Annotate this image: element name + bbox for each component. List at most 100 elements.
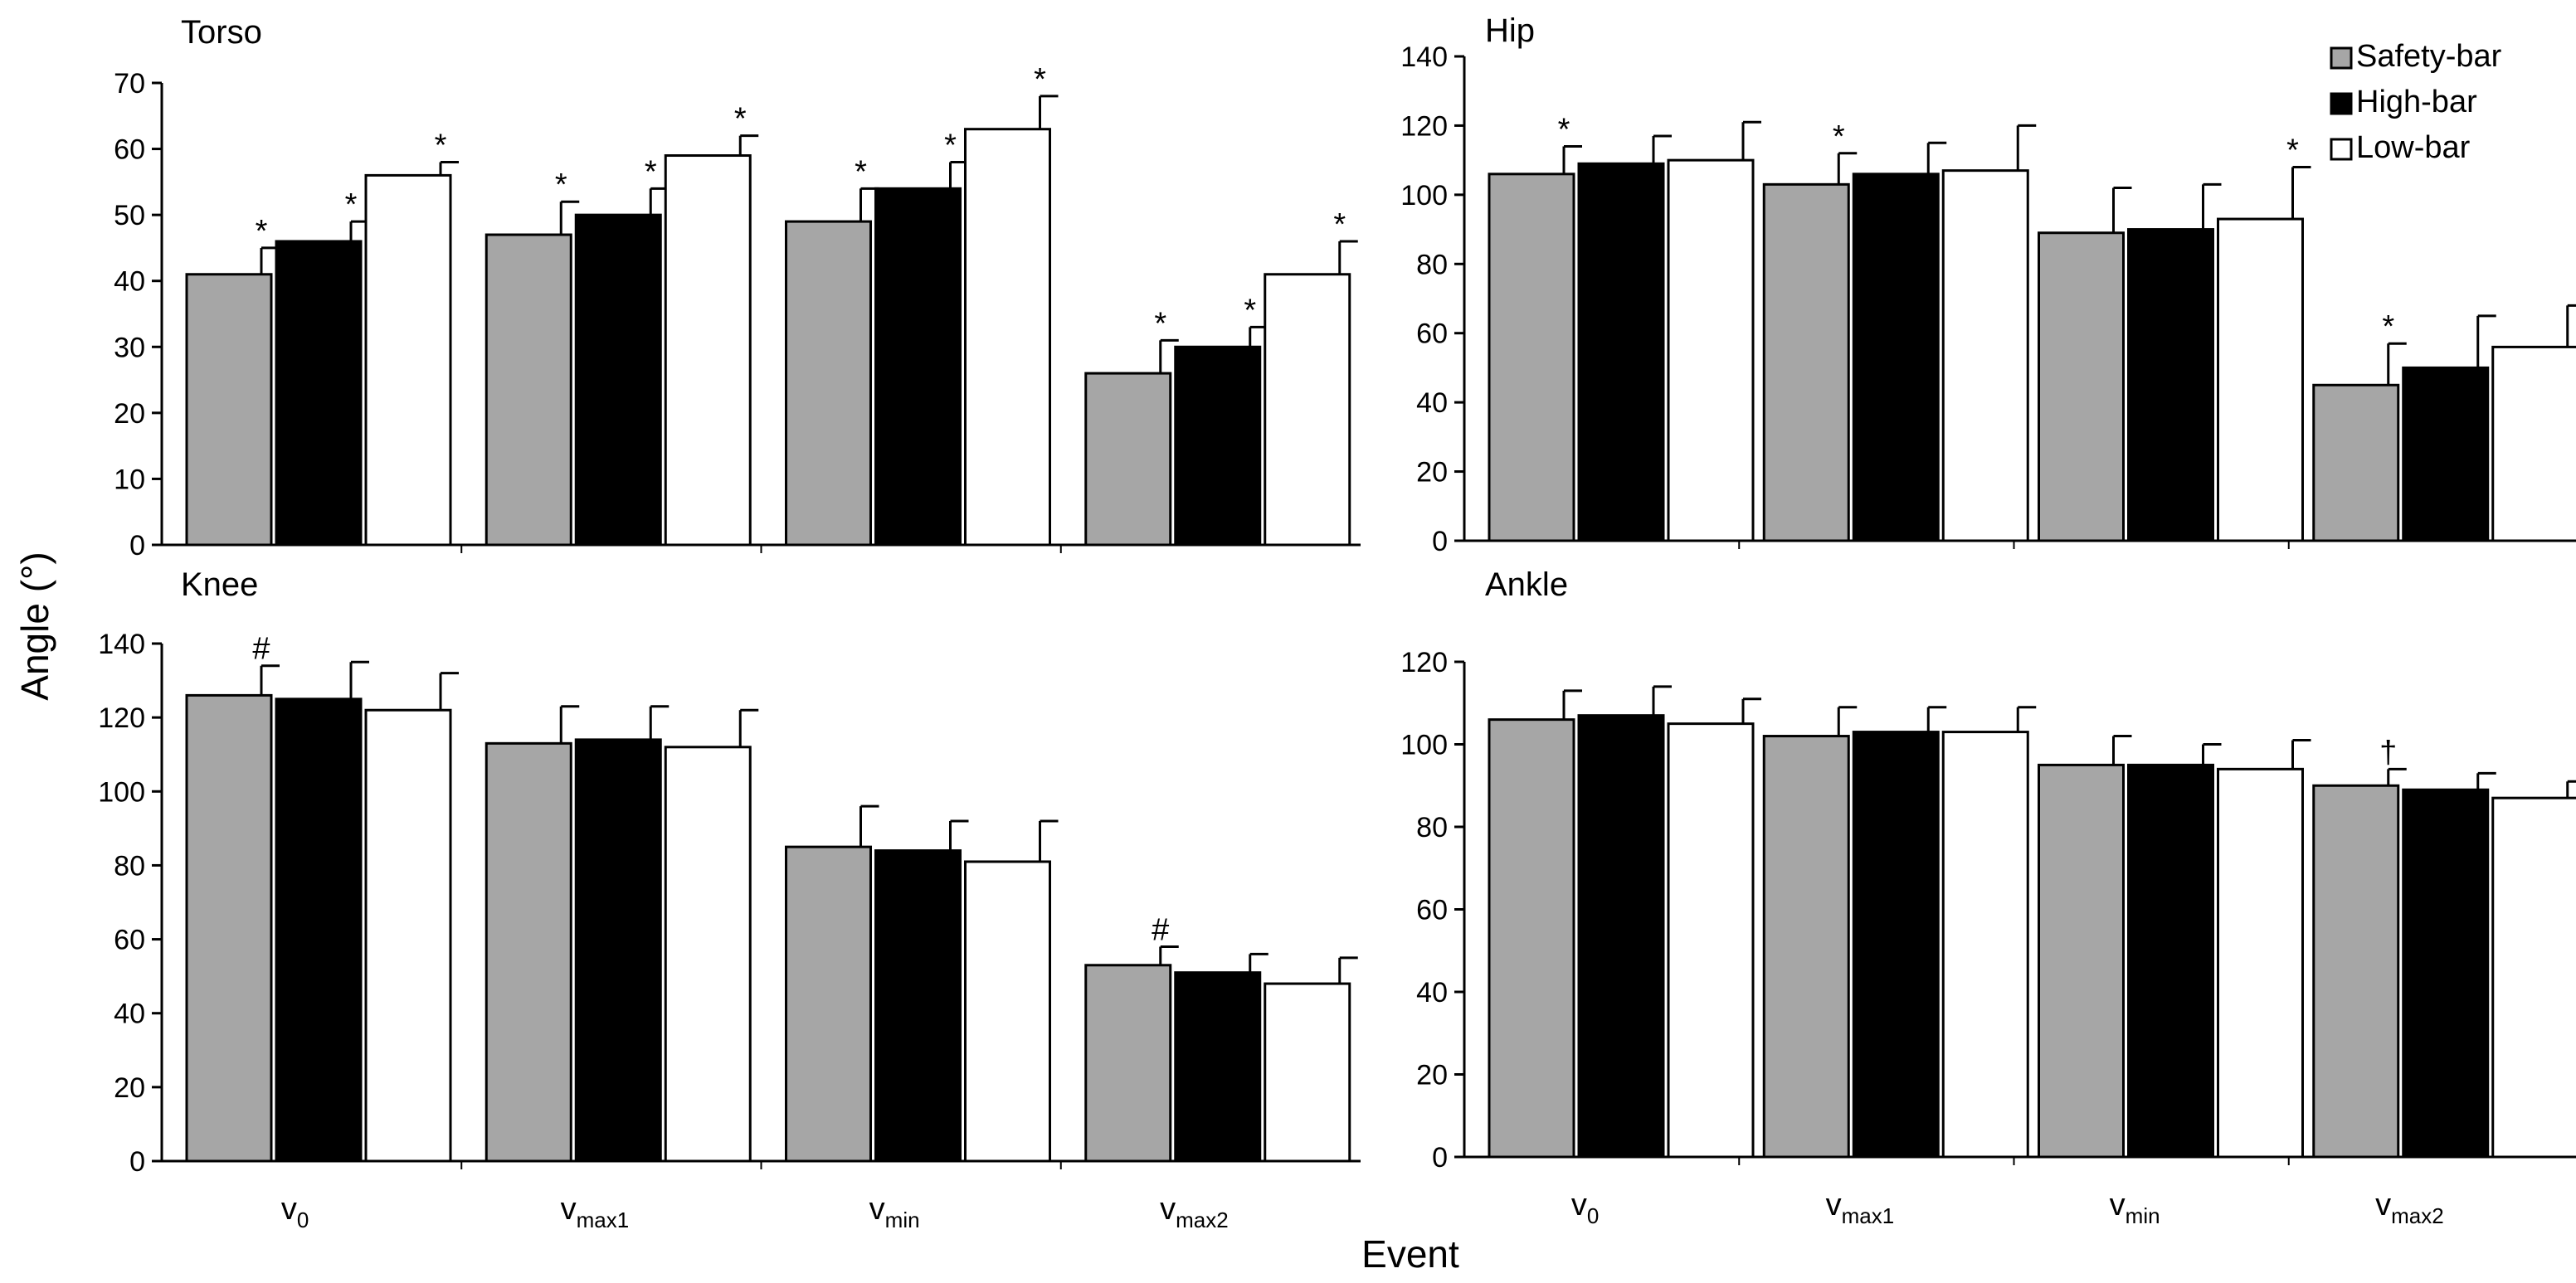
hip-y-tick-label: 100 [1400,180,1448,211]
knee-low-bar-bar [964,860,1051,1163]
torso-high-bar-bar [574,213,662,547]
knee-high-bar-bar [874,849,962,1163]
torso-significance-mark: * [855,154,867,189]
ankle-significance-mark: † [2379,735,2397,770]
ankle-y-tick-label: 0 [1432,1142,1448,1174]
torso-safety-bar-bar [485,233,572,547]
safety-bar-legend-label: Safety-bar [2356,39,2502,74]
hip-significance-mark: * [1558,112,1570,147]
hip-y-tick-label: 40 [1416,387,1448,419]
torso-panel-title: Torso [181,14,262,51]
ankle-high-bar-bar [1852,731,1940,1159]
hip-safety-bar-bar [1762,182,1850,542]
hip-y-tick-label: 60 [1416,318,1448,350]
safety-bar-legend-swatch [2330,46,2353,70]
ankle-high-bar-bar [2402,788,2490,1159]
torso-safety-bar-bar [185,273,273,547]
torso-significance-mark: * [1154,306,1166,341]
ankle-y-tick-label: 60 [1416,895,1448,926]
knee-category-label: v0 [281,1192,309,1232]
hip-significance-mark: * [2382,309,2394,344]
ankle-safety-bar-bar [2312,784,2400,1159]
hip-high-bar-bar [2127,228,2214,542]
torso-y-tick-label: 40 [114,266,145,298]
ankle-high-bar-bar [1577,714,1665,1159]
hip-safety-bar-bar [2312,383,2400,542]
knee-high-bar-bar [275,697,363,1163]
hip-y-tick-label: 80 [1416,249,1448,280]
ankle-safety-bar-bar [2038,763,2125,1159]
knee-high-bar-bar [574,738,662,1163]
low-bar-legend-swatch [2330,138,2353,161]
panel-ankle: Ankle 0 20 40 60 80 100 120 v0 vmax1 vmin † vmax2 [1400,566,2576,1228]
x-axis-title: Event [1361,1232,1459,1276]
hip-high-bar-bar [1852,173,1940,542]
torso-y-tick-label: 60 [114,134,145,166]
torso-y-tick-label: 10 [114,464,145,495]
torso-y-tick-label: 30 [114,332,145,363]
knee-high-bar-bar [1174,971,1262,1163]
ankle-category-label: vmax2 [2375,1188,2444,1228]
ankle-low-bar-bar [1941,731,2029,1159]
hip-safety-bar-bar [2038,231,2125,542]
hip-y-tick-label: 140 [1400,41,1448,73]
torso-low-bar-bar [1264,273,1351,547]
torso-safety-bar-bar [785,220,872,547]
knee-low-bar-bar [364,708,452,1163]
torso-significance-mark: * [345,187,358,222]
knee-y-tick-label: 60 [114,925,145,956]
torso-significance-mark: * [734,102,747,137]
torso-significance-mark: * [1244,293,1256,328]
hip-safety-bar-bar [1488,173,1575,542]
torso-significance-mark: * [645,154,657,189]
knee-safety-bar-bar [485,741,572,1163]
knee-y-tick-label: 0 [129,1146,145,1178]
ankle-high-bar-bar [2127,763,2214,1159]
y-axis-title: Angle (°) [13,552,56,700]
panel-hip: Hip 0 20 40 60 80 100 120 140 * * * * [1400,12,2576,557]
torso-significance-mark: * [435,128,447,163]
ankle-safety-bar-bar [1488,718,1575,1159]
torso-low-bar-bar [364,173,452,547]
knee-significance-mark: # [1152,912,1169,947]
hip-significance-mark: * [1833,119,1845,154]
ankle-y-tick-label: 20 [1416,1060,1448,1091]
torso-significance-mark: * [1034,62,1046,97]
knee-low-bar-bar [664,746,752,1163]
hip-high-bar-bar [2402,366,2490,542]
knee-safety-bar-bar [185,693,273,1163]
ankle-low-bar-bar [1667,722,1755,1159]
torso-low-bar-bar [964,128,1051,547]
hip-high-bar-bar [1577,162,1665,542]
ankle-category-label: vmax1 [1826,1188,1895,1228]
torso-significance-mark: * [944,128,957,163]
knee-safety-bar-bar [1084,964,1172,1163]
torso-y-tick-label: 0 [129,530,145,561]
torso-significance-mark: * [256,214,268,249]
knee-y-tick-label: 80 [114,850,145,882]
knee-y-tick-label: 100 [98,776,145,808]
high-bar-legend-swatch [2330,92,2353,115]
hip-low-bar-bar [2491,345,2576,542]
ankle-y-tick-label: 40 [1416,977,1448,1008]
knee-y-tick-label: 120 [98,702,145,734]
knee-safety-bar-bar [785,845,872,1163]
hip-y-tick-label: 120 [1400,110,1448,142]
torso-y-tick-label: 50 [114,200,145,231]
low-bar-legend-label: Low-bar [2356,130,2471,165]
high-bar-legend-label: High-bar [2356,85,2477,119]
hip-y-tick-label: 20 [1416,457,1448,488]
knee-y-tick-label: 20 [114,1072,145,1104]
hip-y-tick-label: 0 [1432,526,1448,557]
torso-high-bar-bar [874,187,962,547]
hip-panel-title: Hip [1485,12,1535,49]
ankle-low-bar-bar [2491,796,2576,1159]
ankle-category-label: vmin [2110,1188,2160,1228]
ankle-low-bar-bar [2217,767,2304,1159]
torso-safety-bar-bar [1084,372,1172,547]
hip-low-bar-bar [2217,217,2304,542]
knee-y-tick-label: 40 [114,999,145,1030]
hip-low-bar-bar [1667,158,1755,542]
torso-significance-mark: * [1333,207,1346,242]
